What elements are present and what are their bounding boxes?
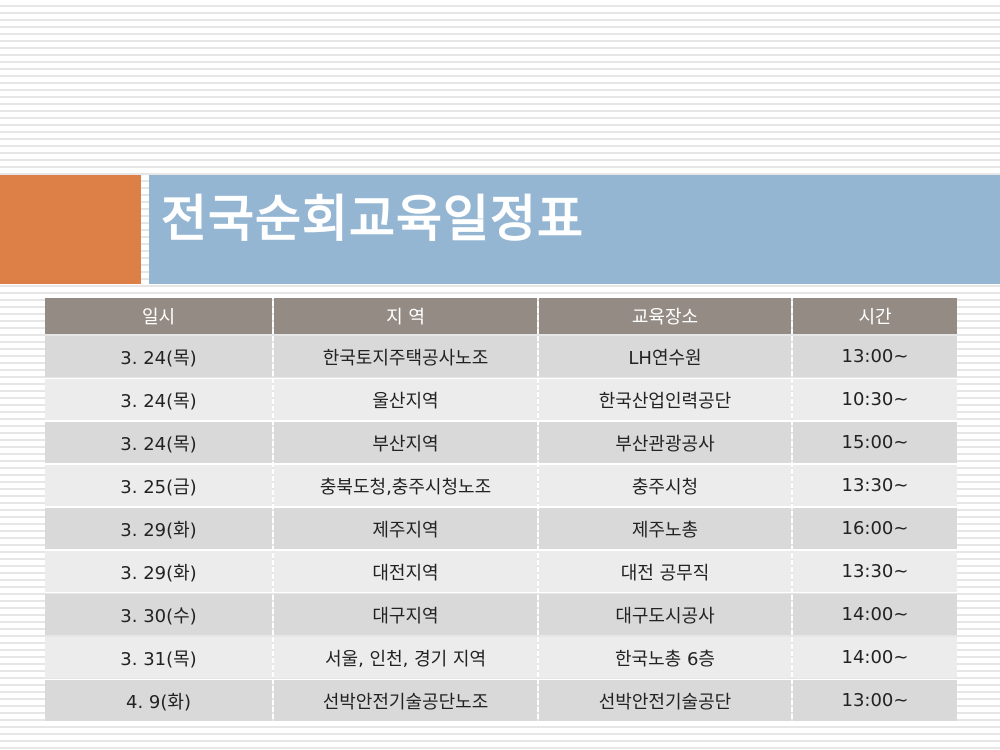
cell-date: 3. 30(수) [45, 594, 272, 635]
title-bar: 전국순회교육일정표 [0, 175, 1000, 284]
table-row: 3. 30(수) 대구지역 대구도시공사 14:00~ [45, 594, 957, 635]
cell-region: 울산지역 [274, 379, 537, 420]
header-venue: 교육장소 [539, 298, 791, 334]
cell-region: 충북도청,충주시청노조 [274, 465, 537, 506]
cell-time: 14:00~ [793, 637, 957, 678]
cell-date: 3. 24(목) [45, 379, 272, 420]
header-date: 일시 [45, 298, 272, 334]
table-row: 3. 24(목) 울산지역 한국산업인력공단 10:30~ [45, 379, 957, 420]
table-row: 3. 29(화) 대전지역 대전 공무직 13:30~ [45, 551, 957, 592]
header-row: 일시 지 역 교육장소 시간 [45, 298, 957, 334]
cell-region: 선박안전기술공단노조 [274, 680, 537, 721]
table-row: 3. 31(목) 서울, 인천, 경기 지역 한국노총 6층 14:00~ [45, 637, 957, 678]
table-row: 4. 9(화) 선박안전기술공단노조 선박안전기술공단 13:00~ [45, 680, 957, 721]
cell-region: 한국토지주택공사노조 [274, 336, 537, 377]
header-region: 지 역 [274, 298, 537, 334]
cell-venue: 제주노총 [539, 508, 791, 549]
cell-time: 16:00~ [793, 508, 957, 549]
cell-region: 서울, 인천, 경기 지역 [274, 637, 537, 678]
schedule-table: 일시 지 역 교육장소 시간 3. 24(목) 한국토지주택공사노조 LH연수원… [43, 296, 959, 723]
cell-venue: 부산관광공사 [539, 422, 791, 463]
title-band: 전국순회교육일정표 [149, 175, 1000, 284]
header-time: 시간 [793, 298, 957, 334]
cell-time: 10:30~ [793, 379, 957, 420]
cell-region: 부산지역 [274, 422, 537, 463]
cell-time: 13:30~ [793, 465, 957, 506]
cell-time: 13:00~ [793, 336, 957, 377]
cell-region: 제주지역 [274, 508, 537, 549]
cell-date: 3. 24(목) [45, 422, 272, 463]
cell-time: 13:00~ [793, 680, 957, 721]
cell-venue: 충주시청 [539, 465, 791, 506]
cell-date: 4. 9(화) [45, 680, 272, 721]
cell-date: 3. 29(화) [45, 508, 272, 549]
cell-venue: 대전 공무직 [539, 551, 791, 592]
cell-region: 대전지역 [274, 551, 537, 592]
cell-time: 13:30~ [793, 551, 957, 592]
cell-time: 15:00~ [793, 422, 957, 463]
table-row: 3. 25(금) 충북도청,충주시청노조 충주시청 13:30~ [45, 465, 957, 506]
cell-time: 14:00~ [793, 594, 957, 635]
cell-venue: 선박안전기술공단 [539, 680, 791, 721]
table-row: 3. 29(화) 제주지역 제주노총 16:00~ [45, 508, 957, 549]
cell-venue: 한국노총 6층 [539, 637, 791, 678]
cell-date: 3. 24(목) [45, 336, 272, 377]
cell-date: 3. 25(금) [45, 465, 272, 506]
slide-title: 전국순회교육일정표 [161, 190, 584, 248]
cell-venue: LH연수원 [539, 336, 791, 377]
cell-venue: 대구도시공사 [539, 594, 791, 635]
accent-block [0, 175, 141, 284]
table-row: 3. 24(목) 부산지역 부산관광공사 15:00~ [45, 422, 957, 463]
cell-region: 대구지역 [274, 594, 537, 635]
cell-date: 3. 31(목) [45, 637, 272, 678]
cell-date: 3. 29(화) [45, 551, 272, 592]
cell-venue: 한국산업인력공단 [539, 379, 791, 420]
table-row: 3. 24(목) 한국토지주택공사노조 LH연수원 13:00~ [45, 336, 957, 377]
